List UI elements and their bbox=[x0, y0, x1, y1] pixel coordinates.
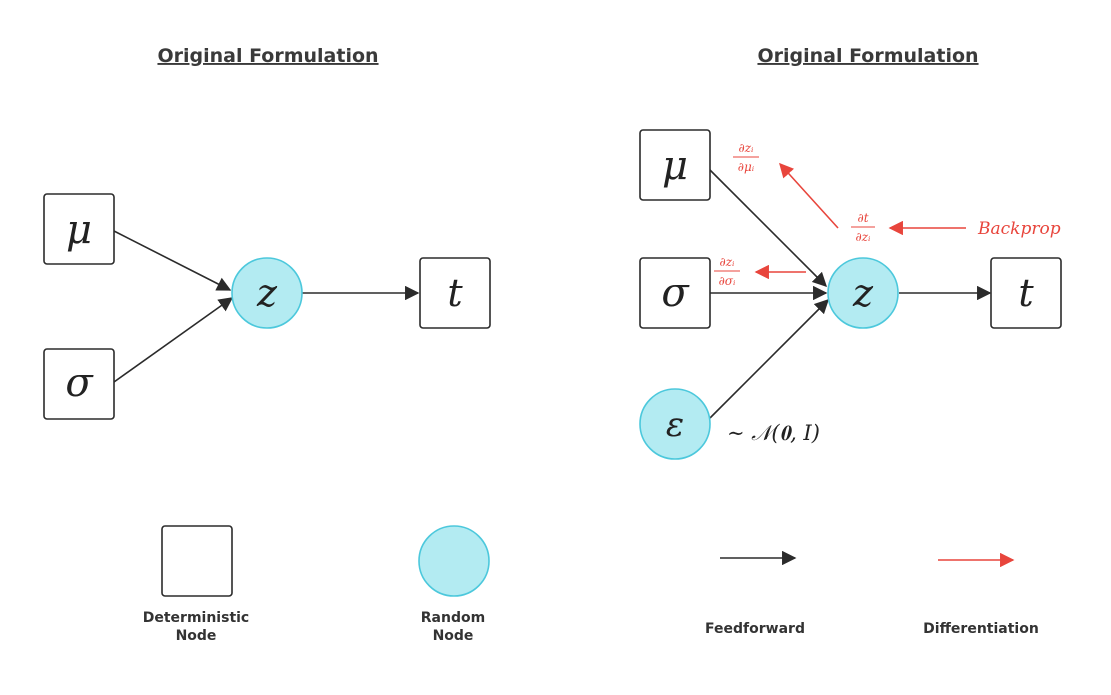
legend-random-line1: Random bbox=[421, 610, 485, 626]
distribution-label: ∼ 𝒩(𝟎, I) bbox=[727, 421, 820, 445]
frac-dt-dz: ∂t ∂zᵢ bbox=[851, 211, 875, 244]
node-sigma: σ bbox=[43, 348, 115, 420]
edge-epsilon-to-z bbox=[709, 298, 830, 419]
left-panel: μ σ z t bbox=[43, 193, 491, 420]
node-z: z bbox=[231, 257, 303, 329]
node-epsilon-label: ε bbox=[666, 405, 684, 445]
node-t-right: t bbox=[990, 257, 1062, 329]
legend-deterministic-node: Deterministic Node bbox=[143, 525, 249, 644]
legend-square-icon bbox=[161, 525, 233, 597]
node-epsilon: ε bbox=[639, 388, 711, 460]
diff-edge-to-mu bbox=[779, 162, 839, 229]
edge-mu-to-z-right bbox=[709, 169, 828, 288]
node-mu-right-label: μ bbox=[662, 143, 688, 189]
legend-random-node: Random Node bbox=[418, 525, 490, 644]
legend-random-line2: Node bbox=[433, 628, 474, 644]
frac-dz-dmu-den: ∂μᵢ bbox=[738, 160, 755, 174]
node-mu-label: μ bbox=[66, 207, 92, 253]
legend-feedforward: Feedforward bbox=[705, 550, 805, 637]
edge-sigma-to-z bbox=[113, 297, 234, 383]
legend-feedforward-label: Feedforward bbox=[705, 621, 805, 637]
legend: Deterministic Node Random Node Feedforwa… bbox=[143, 525, 1039, 644]
right-panel: μ σ z t ε ∼ 𝒩(𝟎, I) Backprop ∂zᵢ ∂μᵢ ∂t bbox=[639, 129, 1062, 460]
legend-differentiation-label: Differentiation bbox=[923, 621, 1039, 637]
legend-circle-icon bbox=[418, 525, 490, 597]
node-z-label: z bbox=[256, 271, 278, 315]
frac-dz-dsigma-den: ∂σᵢ bbox=[719, 274, 736, 288]
legend-deterministic-line1: Deterministic bbox=[143, 610, 249, 626]
right-panel-title: Original Formulation bbox=[757, 45, 978, 67]
node-sigma-right-label: σ bbox=[661, 270, 690, 316]
frac-dt-dz-num: ∂t bbox=[857, 211, 868, 225]
node-t-right-label: t bbox=[1018, 271, 1034, 315]
node-z-right-label: z bbox=[852, 271, 874, 315]
node-t-label: t bbox=[447, 271, 463, 315]
node-sigma-right: σ bbox=[639, 257, 711, 329]
frac-dz-dsigma-num: ∂zᵢ bbox=[720, 255, 736, 269]
edge-mu-to-z bbox=[113, 230, 232, 291]
left-panel-title: Original Formulation bbox=[157, 45, 378, 67]
frac-dz-dmu-num: ∂zᵢ bbox=[739, 141, 755, 155]
node-z-right: z bbox=[827, 257, 899, 329]
node-mu: μ bbox=[43, 193, 115, 265]
node-t: t bbox=[419, 257, 491, 329]
node-sigma-label: σ bbox=[65, 360, 94, 406]
legend-deterministic-line2: Node bbox=[176, 628, 217, 644]
legend-differentiation: Differentiation bbox=[923, 552, 1039, 637]
frac-dz-dmu: ∂zᵢ ∂μᵢ bbox=[733, 141, 759, 174]
node-mu-right: μ bbox=[639, 129, 711, 201]
frac-dt-dz-den: ∂zᵢ bbox=[856, 230, 872, 244]
frac-dz-dsigma: ∂zᵢ ∂σᵢ bbox=[714, 255, 740, 288]
backprop-label: Backprop bbox=[977, 219, 1061, 239]
